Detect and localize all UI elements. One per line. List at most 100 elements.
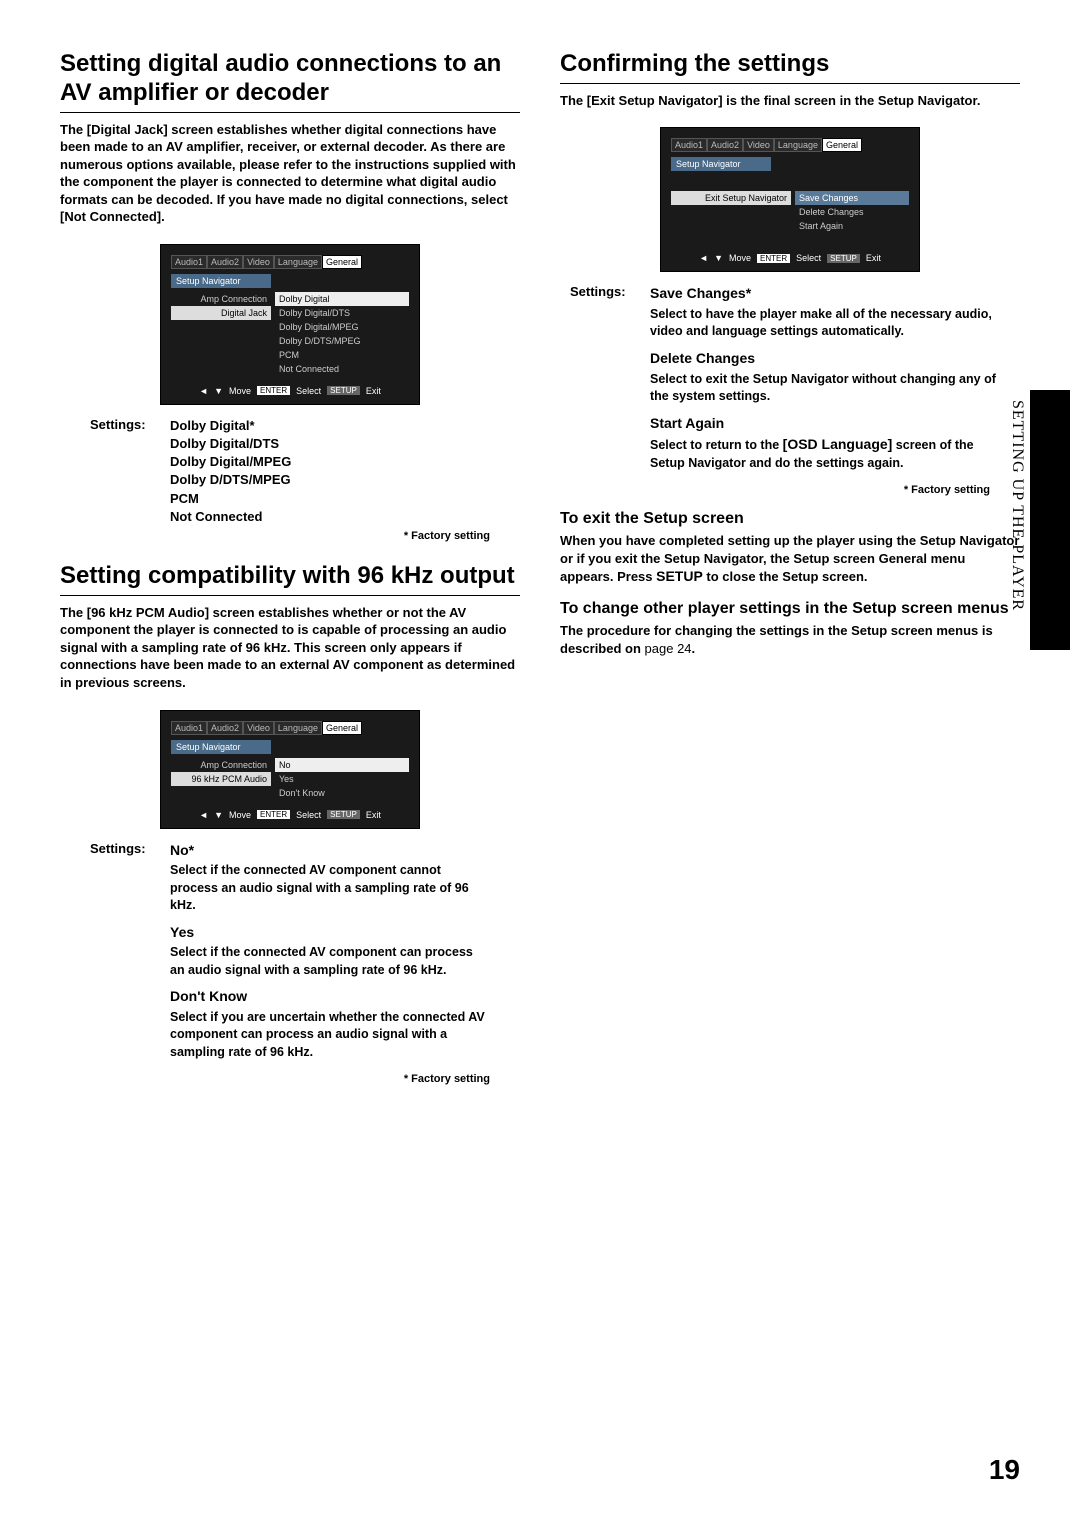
osd-option: Start Again bbox=[795, 219, 909, 233]
osd-footer-exit: Exit bbox=[366, 810, 381, 820]
osd-option: Dolby Digital/MPEG bbox=[275, 320, 409, 334]
page-number: 19 bbox=[989, 1454, 1020, 1486]
setting-option: Dolby Digital* bbox=[170, 417, 490, 435]
osd-option: Delete Changes bbox=[795, 205, 909, 219]
osd-screenshot-digital-jack: Audio1 Audio2 Video Language General Set… bbox=[160, 244, 420, 405]
osd-tab: Audio1 bbox=[671, 138, 707, 152]
osd-nav-label: Setup Navigator bbox=[171, 740, 271, 754]
osd-footer-exit: Exit bbox=[366, 386, 381, 396]
bold-general: General bbox=[879, 551, 927, 566]
osd-tab: Audio2 bbox=[207, 721, 243, 735]
osd-menu-item: 96 kHz PCM Audio bbox=[171, 772, 271, 786]
option-desc: Select if the connected AV component can… bbox=[170, 862, 490, 915]
osd-footer-exit: Exit bbox=[866, 253, 881, 263]
settings-block-digital: Settings: Dolby Digital* Dolby Digital/D… bbox=[60, 417, 520, 526]
setting-option: Dolby Digital/DTS bbox=[170, 435, 490, 453]
osd-tab: Audio1 bbox=[171, 255, 207, 269]
option-save-changes: Save Changes* bbox=[650, 284, 1010, 304]
osd-option: Save Changes bbox=[795, 191, 909, 205]
setting-option: Not Connected bbox=[170, 508, 490, 526]
page-ref: page 24 bbox=[645, 641, 692, 656]
settings-label: Settings: bbox=[570, 284, 650, 480]
osd-footer-select: Select bbox=[296, 386, 321, 396]
text: . bbox=[692, 641, 696, 656]
osd-option: Don't Know bbox=[275, 786, 409, 800]
bracket-osd-language: [OSD Language] bbox=[783, 436, 893, 452]
osd-menu-item: Amp Connection bbox=[171, 758, 271, 772]
osd-tab: Language bbox=[274, 255, 322, 269]
enter-button-icon: ENTER bbox=[257, 810, 290, 819]
osd-tab: Audio2 bbox=[207, 255, 243, 269]
arrow-down-icon: ▼ bbox=[214, 810, 223, 820]
option-desc: Select if you are uncertain whether the … bbox=[170, 1009, 490, 1062]
factory-setting-note: * Factory setting bbox=[560, 484, 1020, 496]
option-yes: Yes bbox=[170, 923, 490, 943]
osd-screenshot-96khz: Audio1 Audio2 Video Language General Set… bbox=[160, 710, 420, 829]
text: is the final screen in the Setup Navigat… bbox=[723, 93, 981, 108]
option-delete-changes: Delete Changes bbox=[650, 349, 1010, 369]
setting-option: PCM bbox=[170, 490, 490, 508]
osd-option: Not Connected bbox=[275, 362, 409, 376]
heading-exit-setup-screen: To exit the Setup screen bbox=[560, 510, 1020, 528]
option-desc: Select if the connected AV component can… bbox=[170, 944, 490, 979]
text: The bbox=[60, 605, 87, 620]
factory-setting-note: * Factory setting bbox=[60, 530, 520, 542]
para-exit-nav: The [Exit Setup Navigator] is the final … bbox=[560, 92, 1020, 110]
arrow-down-icon: ▼ bbox=[714, 253, 723, 263]
osd-option: Dolby Digital bbox=[275, 292, 409, 306]
enter-button-icon: ENTER bbox=[257, 386, 290, 395]
text: Select to return to the bbox=[650, 438, 783, 452]
para-exit-setup: When you have completed setting up the p… bbox=[560, 532, 1020, 586]
factory-setting-note: * Factory setting bbox=[60, 1073, 520, 1085]
osd-tab: Language bbox=[274, 721, 322, 735]
osd-screenshot-exit: Audio1 Audio2 Video Language General Set… bbox=[660, 127, 920, 272]
osd-tab: Audio1 bbox=[171, 721, 207, 735]
bracket-digital-jack: [Digital Jack] bbox=[87, 122, 168, 137]
osd-footer-select: Select bbox=[296, 810, 321, 820]
osd-tab-active: General bbox=[822, 138, 862, 152]
text: to close the Setup screen. bbox=[703, 569, 868, 584]
option-start-again: Start Again bbox=[650, 414, 1010, 434]
bracket-96khz: [96 kHz PCM Audio] bbox=[87, 605, 209, 620]
osd-tab-active: General bbox=[322, 721, 362, 735]
arrow-left-icon: ◄ bbox=[199, 386, 208, 396]
setting-option: Dolby Digital/MPEG bbox=[170, 453, 490, 471]
side-black-tab bbox=[1030, 390, 1070, 650]
settings-block-confirm: Settings: Save Changes* Select to have t… bbox=[560, 284, 1020, 480]
heading-confirming: Confirming the settings bbox=[560, 50, 1020, 84]
osd-menu-item: Digital Jack bbox=[171, 306, 271, 320]
heading-96khz: Setting compatibility with 96 kHz output bbox=[60, 562, 520, 596]
osd-menu-item: Exit Setup Navigator bbox=[671, 191, 791, 205]
para-digital-jack: The [Digital Jack] screen establishes wh… bbox=[60, 121, 520, 226]
bracket-exit-setup: [Exit Setup Navigator] bbox=[587, 93, 723, 108]
setup-button-icon: SETUP bbox=[827, 254, 860, 263]
para-96khz: The [96 kHz PCM Audio] screen establishe… bbox=[60, 604, 520, 692]
option-dont-know: Don't Know bbox=[170, 987, 490, 1007]
osd-option: Dolby D/DTS/MPEG bbox=[275, 334, 409, 348]
settings-label: Settings: bbox=[90, 841, 170, 1070]
osd-tab-active: General bbox=[322, 255, 362, 269]
settings-block-96khz: Settings: No* Select if the connected AV… bbox=[60, 841, 520, 1070]
osd-tab: Video bbox=[243, 255, 274, 269]
right-column: Confirming the settings The [Exit Setup … bbox=[560, 50, 1020, 1085]
option-no: No* bbox=[170, 841, 490, 861]
heading-change-settings: To change other player settings in the S… bbox=[560, 600, 1020, 618]
setting-option: Dolby D/DTS/MPEG bbox=[170, 471, 490, 489]
option-desc: Select to return to the [OSD Language] s… bbox=[650, 435, 1010, 472]
setup-button-icon: SETUP bbox=[327, 386, 360, 395]
para-change-settings: The procedure for changing the settings … bbox=[560, 622, 1020, 657]
option-desc: Select to exit the Setup Navigator witho… bbox=[650, 371, 1010, 406]
osd-footer-move: Move bbox=[729, 253, 751, 263]
heading-digital-audio: Setting digital audio connections to an … bbox=[60, 50, 520, 113]
left-column: Setting digital audio connections to an … bbox=[60, 50, 520, 1085]
bracket-not-connected: [Not Connected] bbox=[60, 209, 161, 224]
arrow-left-icon: ◄ bbox=[199, 810, 208, 820]
osd-footer-move: Move bbox=[229, 386, 251, 396]
text: The bbox=[560, 93, 587, 108]
side-section-label: SETTING UP THE PLAYER bbox=[1008, 400, 1026, 611]
text: . bbox=[161, 209, 165, 224]
settings-label: Settings: bbox=[90, 417, 170, 526]
osd-option: Dolby Digital/DTS bbox=[275, 306, 409, 320]
osd-tab: Language bbox=[774, 138, 822, 152]
text: The bbox=[60, 122, 87, 137]
